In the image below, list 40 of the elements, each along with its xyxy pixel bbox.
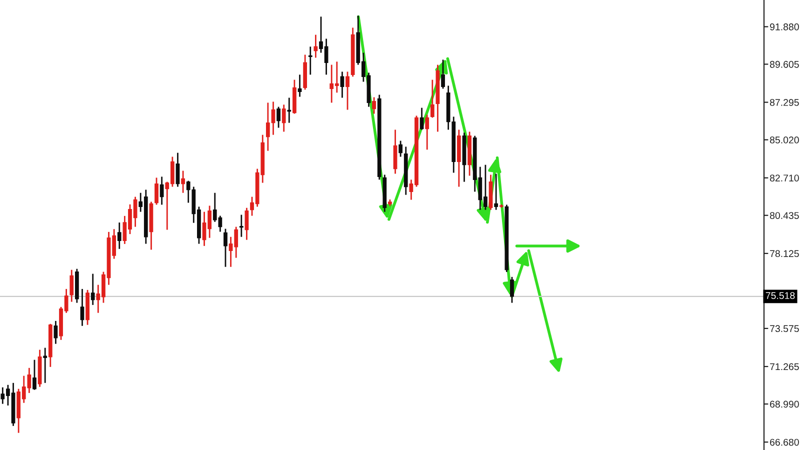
candlestick <box>430 79 434 118</box>
candlestick <box>287 97 292 124</box>
candlestick <box>154 176 158 206</box>
y-tick-label: 78.125 <box>770 250 799 258</box>
candlestick <box>494 173 498 211</box>
candlestick <box>70 269 74 303</box>
candlestick <box>80 288 84 327</box>
candlestick <box>372 96 376 114</box>
y-tick-label: 71.265 <box>770 363 799 370</box>
candlestick <box>244 207 249 241</box>
candlestick <box>176 152 180 188</box>
y-tick-label: 73.575 <box>770 325 799 332</box>
candlestick <box>314 34 318 58</box>
y-tick-label: 68.990 <box>770 400 799 408</box>
candlestick <box>181 170 185 194</box>
candlestick <box>160 176 164 206</box>
candlestick <box>224 228 228 268</box>
y-tick-label: 87.295 <box>770 99 799 106</box>
ref-line-label: 75.518 <box>766 292 795 300</box>
y-tick-label: 66.680 <box>770 438 799 446</box>
candlestick <box>32 359 36 391</box>
y-tick-label: 89.605 <box>770 60 799 68</box>
candlestick <box>282 104 286 132</box>
candlestick <box>425 114 430 150</box>
candlestick <box>398 140 403 158</box>
y-tick-label: 85.020 <box>770 136 799 144</box>
candlestick <box>308 46 312 76</box>
candlestick <box>54 320 58 345</box>
candlestick <box>276 106 280 128</box>
candlestick <box>90 273 95 306</box>
candlestick <box>117 222 122 250</box>
y-tick-label: 80.435 <box>770 212 799 219</box>
candlestick <box>510 276 514 304</box>
candlestick <box>346 71 350 110</box>
candlestick <box>393 129 398 174</box>
y-tick-label: 91.880 <box>770 23 799 30</box>
candlestick <box>441 58 445 90</box>
y-tick-label: 82.710 <box>770 174 799 182</box>
candlestick <box>239 214 244 238</box>
candlestick <box>43 347 48 384</box>
